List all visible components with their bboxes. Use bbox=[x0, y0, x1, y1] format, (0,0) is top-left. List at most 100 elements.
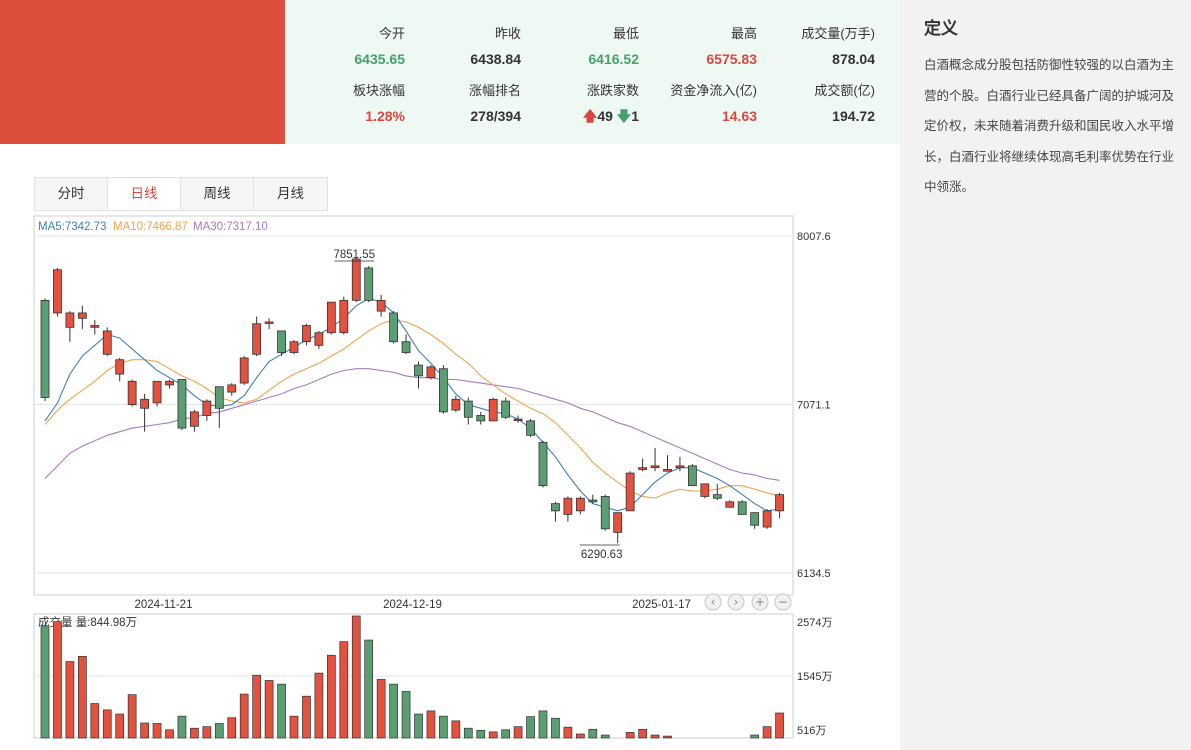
candle-body bbox=[575, 497, 585, 512]
candle-body bbox=[463, 400, 473, 418]
volume-bar bbox=[227, 717, 237, 739]
stat-low: 最低 6416.52 bbox=[519, 26, 639, 68]
candle-body bbox=[40, 299, 50, 398]
candle-body bbox=[376, 299, 386, 312]
volume-bar bbox=[476, 729, 486, 739]
volume-bar bbox=[501, 729, 510, 739]
zoom-in-icon bbox=[751, 593, 769, 611]
candle-body bbox=[127, 380, 137, 406]
volume-bar bbox=[252, 674, 261, 739]
candle-body bbox=[364, 267, 374, 301]
stat-label: 今开 bbox=[378, 26, 405, 41]
volume-bar bbox=[625, 732, 635, 739]
tab-weekly[interactable]: 周线 bbox=[181, 178, 254, 210]
ma10-legend: MA10:7466.87 bbox=[113, 221, 188, 233]
volume-tick-label: 516万 bbox=[797, 725, 826, 737]
zoom-in-button[interactable]: + bbox=[751, 593, 769, 611]
candle-body bbox=[501, 400, 511, 418]
volume-bar bbox=[177, 715, 187, 739]
candle-body bbox=[53, 269, 62, 314]
stat-value: 14.63 bbox=[721, 108, 757, 124]
volume-tick-label: 1545万 bbox=[797, 671, 832, 683]
candle-body bbox=[650, 465, 660, 469]
candle-body bbox=[750, 512, 760, 526]
candle-body bbox=[140, 398, 150, 409]
candle-body bbox=[115, 359, 125, 375]
date-axis-label: 2024-12-19 bbox=[383, 599, 442, 611]
stats-panel: 今开 6435.65 昨收 6438.84 最低 6416.52 最高 6575… bbox=[285, 0, 900, 144]
stat-value: 194.72 bbox=[832, 108, 875, 124]
stat-label: 板块涨幅 bbox=[352, 83, 405, 98]
candle-body bbox=[613, 512, 623, 533]
candle-body bbox=[526, 420, 535, 436]
volume-bar bbox=[264, 680, 274, 739]
volume-bar bbox=[526, 716, 535, 739]
tab-intraday[interactable]: 分时 bbox=[35, 178, 108, 210]
scroll-left-glyph: ‹ bbox=[711, 595, 716, 609]
volume-bar bbox=[327, 654, 336, 739]
candle-body bbox=[563, 497, 573, 515]
stat-label: 最低 bbox=[612, 26, 639, 41]
candle-body bbox=[189, 411, 199, 427]
scroll-right-glyph: › bbox=[734, 595, 739, 609]
stat-value: 6416.52 bbox=[588, 51, 639, 67]
volume-bar bbox=[115, 713, 125, 739]
candle-body bbox=[663, 469, 672, 472]
volume-tick-label: 2574万 bbox=[797, 617, 832, 629]
stat-value: 6575.83 bbox=[706, 51, 757, 67]
volume-bar bbox=[563, 726, 573, 739]
candle-body bbox=[277, 330, 286, 353]
stat-volume: 成交量(万手) 878.04 bbox=[755, 26, 875, 68]
arrow-down-icon: 🡇 bbox=[616, 108, 632, 124]
stat-label: 涨跌家数 bbox=[586, 83, 639, 98]
stat-open: 今开 6435.65 bbox=[285, 26, 405, 68]
stat-high: 最高 6575.83 bbox=[637, 26, 757, 68]
scroll-right-button[interactable]: › bbox=[727, 593, 745, 611]
candle-body bbox=[625, 472, 635, 512]
price-tick-label: 6134.5 bbox=[797, 568, 831, 580]
stat-value: 6435.65 bbox=[354, 51, 405, 67]
volume-bar bbox=[102, 709, 112, 739]
scroll-left-button[interactable]: ‹ bbox=[704, 593, 722, 611]
volume-bar bbox=[638, 728, 647, 739]
volume-bar bbox=[364, 639, 374, 739]
stat-value: 278/394 bbox=[470, 108, 521, 124]
volume-bar bbox=[65, 661, 75, 739]
candle-body bbox=[675, 465, 685, 469]
candle-body bbox=[264, 321, 274, 324]
volume-bar bbox=[463, 727, 473, 739]
volume-bar bbox=[426, 710, 436, 739]
ma30-legend: MA30:7317.10 bbox=[193, 221, 268, 233]
stat-label: 资金净流入(亿) bbox=[670, 83, 757, 98]
candle-body bbox=[737, 501, 747, 515]
arrow-up-icon: 🡅 bbox=[582, 108, 598, 124]
candle-body bbox=[438, 368, 448, 413]
date-axis-label: 2025-01-17 bbox=[632, 599, 691, 611]
candle-body bbox=[725, 501, 735, 508]
ma10-line bbox=[44, 319, 780, 499]
tab-daily[interactable]: 日线 bbox=[108, 178, 181, 210]
stat-sector-change: 板块涨幅 1.28% bbox=[285, 83, 405, 125]
volume-bar bbox=[575, 733, 585, 739]
stat-rank: 涨幅排名 278/394 bbox=[401, 83, 521, 125]
candle-body bbox=[152, 380, 162, 404]
candle-body bbox=[314, 332, 324, 346]
brand-banner bbox=[0, 0, 285, 144]
volume-bar bbox=[376, 679, 386, 739]
stat-advance-decline: 涨跌家数 🡅49 🡇1 bbox=[519, 83, 639, 125]
candle-body bbox=[712, 494, 722, 499]
min-price-label: 6290.63 bbox=[581, 549, 623, 561]
zoom-out-button[interactable]: − bbox=[774, 593, 792, 611]
decline-count: 1 bbox=[631, 108, 639, 124]
definition-panel: 定义 白酒概念成分股包括防御性较强的以白酒为主营的个股。白酒行业已经具备广阔的护… bbox=[900, 0, 1191, 750]
stat-value: 🡅49 🡇1 bbox=[519, 107, 639, 125]
volume-bar bbox=[389, 683, 398, 739]
volume-bar bbox=[314, 672, 324, 739]
candle-body bbox=[339, 299, 349, 334]
volume-bar bbox=[750, 734, 760, 739]
stat-label: 最高 bbox=[730, 26, 757, 41]
volume-bar bbox=[600, 734, 610, 739]
tab-monthly[interactable]: 月线 bbox=[254, 178, 327, 210]
candle-body bbox=[389, 312, 399, 343]
candle-body bbox=[102, 330, 112, 355]
